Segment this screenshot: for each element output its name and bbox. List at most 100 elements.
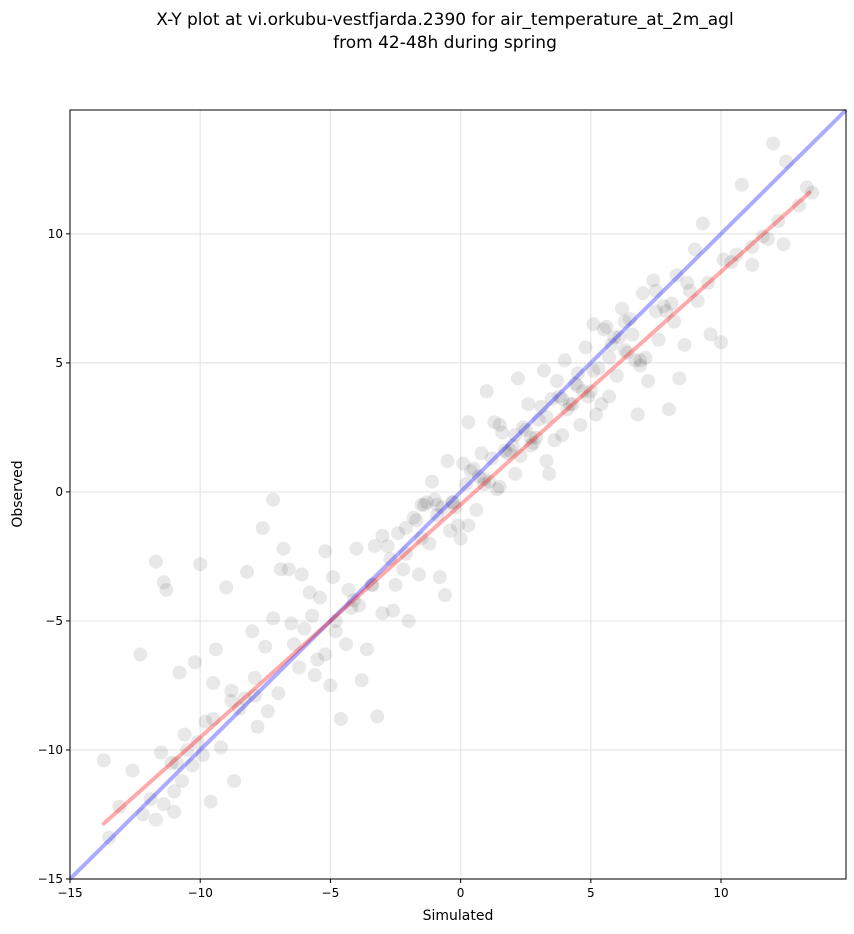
scatter-point [529,430,544,445]
scatter-point [326,570,341,585]
scatter-point [422,536,437,551]
scatter-point [318,647,333,662]
scatter-point [328,613,343,628]
x-tick-label: 0 [457,886,465,900]
scatter-point [297,621,312,636]
scatter-point [286,637,301,652]
scatter-point [648,304,663,319]
scatter-point [646,273,661,288]
scatter-point [292,660,307,675]
scatter-point [477,477,492,492]
scatter-point [250,719,265,734]
x-axis-ticks: −15 −10 −5 0 5 10 [57,879,729,900]
scatter-point [466,461,481,476]
scatter-point [484,451,499,466]
scatter-point [164,755,179,770]
scatter-point [578,340,593,355]
scatter-point [112,799,127,814]
scatter-point [630,407,645,422]
scatter-point [648,283,663,298]
scatter-point [198,714,213,729]
scatter-point [617,342,632,357]
scatter-point [424,474,439,489]
scatter-point [148,812,163,827]
scatter-point [602,350,617,365]
scatter-point [617,314,632,329]
scatter-point [575,384,590,399]
scatter-point [206,712,221,727]
scatter-point [586,317,601,332]
scatter-point [591,361,606,376]
scatter-point [622,312,637,327]
scatter-point [237,691,252,706]
scatter-point [398,546,413,561]
scatter-point [391,526,406,541]
chart-title: X-Y plot at vi.orkubu-vestfjarda.2390 fo… [156,10,733,30]
scatter-point [328,624,343,639]
scatter-point [339,637,354,652]
scatter-point [594,397,609,412]
scatter-point [745,239,760,254]
scatter-point [284,616,299,631]
scatter-point [477,472,492,487]
scatter-point [760,232,775,247]
scatter-point [266,492,281,507]
scatter-point [503,443,518,458]
scatter-point [219,580,234,595]
scatter-point [492,417,507,432]
scatter-point [427,492,442,507]
scatter-point [417,497,432,512]
scatter-point [695,216,710,231]
x-tick-label: 5 [587,886,595,900]
scatter-point [555,392,570,407]
scatter-point [560,402,575,417]
scatter-point [365,577,380,592]
scatter-point [573,417,588,432]
scatter-point [281,562,296,577]
scatter-point [505,438,520,453]
scatter-point [661,402,676,417]
scatter-point [604,337,619,352]
scatter-point [497,443,512,458]
scatter-point [615,301,630,316]
scatter-point [276,541,291,556]
scatter-point [174,773,189,788]
scatter-point [500,446,515,461]
scatter-point [792,198,807,213]
scatter-point [307,668,322,683]
scatter-point [531,412,546,427]
scatter-point [294,567,309,582]
scatter-point [154,745,169,760]
scatter-point [266,611,281,626]
scatter-point [187,655,202,670]
scatter-point [607,330,622,345]
scatter-point [398,521,413,536]
scatter-point [172,665,187,680]
scatter-point [159,582,174,597]
scatter-point [602,389,617,404]
scatter-point [687,242,702,257]
scatter-point [513,448,528,463]
scatter-point [96,753,111,768]
scatter-point [214,740,229,755]
chart-subtitle: from 42-48h during spring [333,33,557,53]
scatter-point [672,371,687,386]
scatter-point [482,474,497,489]
scatter-point [664,296,679,311]
y-tick-label: −15 [38,872,63,886]
scatter-point [414,531,429,546]
scatter-point [534,399,549,414]
scatter-point [224,683,239,698]
scatter-point [474,446,489,461]
scatter-point [190,735,205,750]
scatter-point [456,456,471,471]
scatter-point [724,255,739,270]
plot-area-frame [69,109,847,880]
y-tick-label: −5 [45,614,63,628]
scatter-point [133,647,148,662]
scatter-point [766,136,781,151]
scatter-point [388,577,403,592]
scatter-point [682,283,697,298]
scatter-point [526,435,541,450]
